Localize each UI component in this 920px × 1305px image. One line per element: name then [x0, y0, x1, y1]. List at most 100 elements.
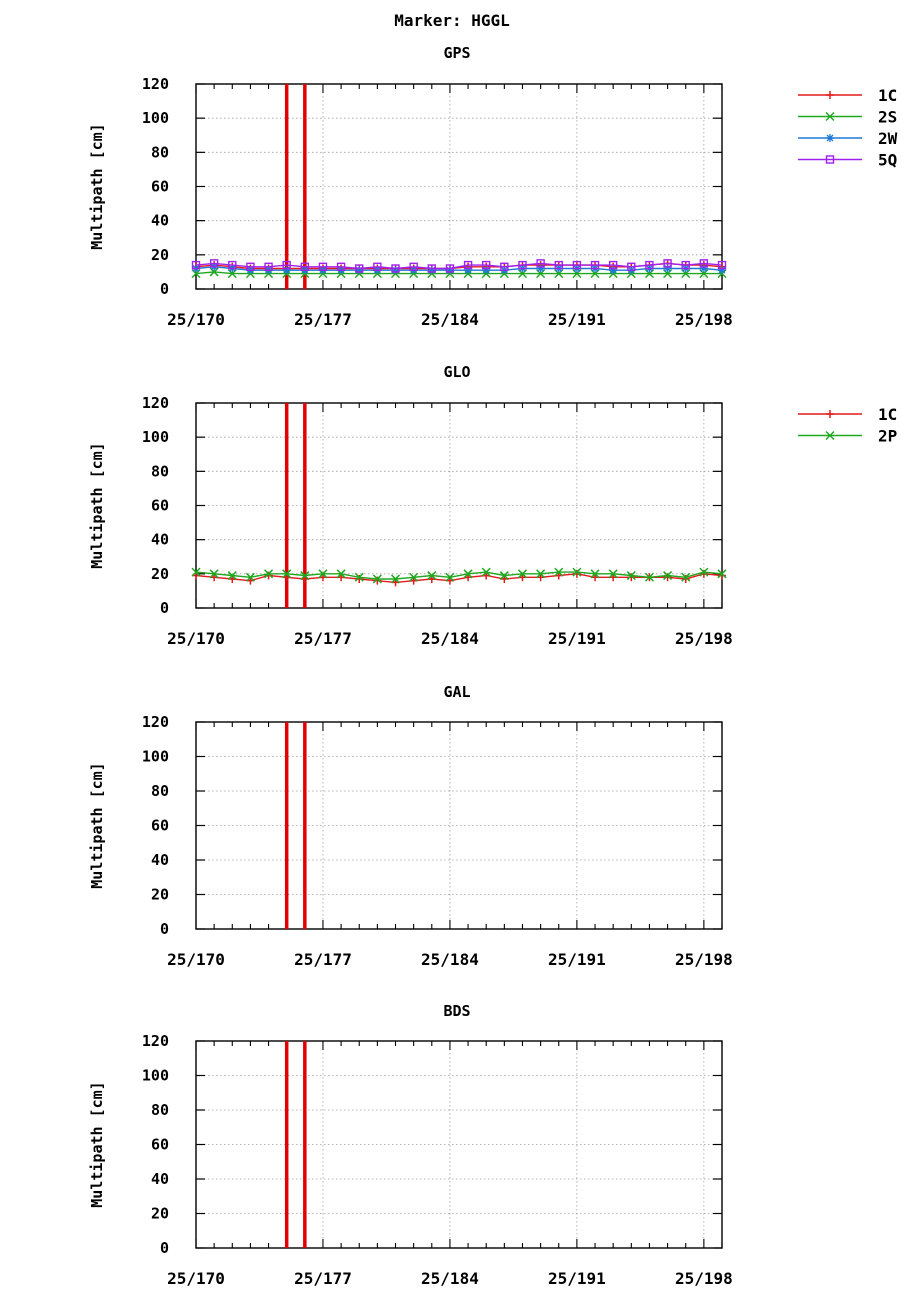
- data-point: [536, 264, 545, 273]
- data-point: [644, 572, 654, 582]
- data-point: [499, 571, 509, 581]
- data-point: [227, 571, 237, 581]
- y-axis-label: Multipath [cm]: [88, 123, 106, 249]
- y-axis-label: Multipath [cm]: [88, 1081, 106, 1207]
- legend-entry-5q: 5Q: [798, 151, 897, 170]
- data-point: [717, 569, 727, 579]
- y-tick-label: 40: [151, 1170, 169, 1188]
- data-point: [717, 260, 727, 270]
- panel-glo: GLO Multipath [cm] 0 20 40 60 80 100 120 25/170 25…: [88, 363, 897, 648]
- data-point: [536, 259, 545, 268]
- panel-title: BDS: [443, 1002, 470, 1020]
- y-tick-label: 120: [142, 1032, 169, 1050]
- data-point: [699, 569, 708, 578]
- y-tick-label: 60: [151, 817, 169, 835]
- x-tick-label: 25/177: [294, 310, 352, 329]
- data-point: [663, 571, 673, 581]
- data-point: [445, 264, 455, 273]
- data-point: [463, 569, 473, 579]
- data-point: [264, 262, 273, 271]
- x-tick-label: 25/198: [675, 310, 733, 329]
- x-tick-label: 25/184: [421, 629, 479, 648]
- data-point: [390, 574, 401, 584]
- y-tick-label: 80: [151, 782, 169, 800]
- y-tick-label: 100: [142, 109, 169, 127]
- data-point: [354, 572, 364, 582]
- x-tick-label: 25/177: [294, 629, 352, 648]
- series-2p: [191, 567, 727, 584]
- data-point: [482, 260, 491, 270]
- x-tick-label: 25/191: [548, 1269, 606, 1288]
- legend-marker: [826, 91, 834, 99]
- plot-frame: [195, 83, 723, 290]
- legend-entry-2p: 2P: [798, 427, 897, 446]
- x-tick-label: 25/198: [675, 629, 733, 648]
- data-point: [699, 567, 709, 577]
- y-tick-label: 20: [151, 246, 169, 264]
- y-tick-label: 40: [151, 212, 169, 230]
- legend-entry-1c: 1C: [798, 86, 897, 105]
- data-point: [391, 266, 400, 275]
- data-point: [427, 571, 437, 581]
- data-point: [663, 264, 672, 273]
- data-point: [336, 569, 346, 579]
- data-point: [663, 573, 672, 582]
- data-point: [681, 572, 691, 582]
- data-point: [645, 260, 654, 270]
- y-tick-label: 120: [142, 713, 169, 731]
- data-point: [445, 266, 454, 275]
- x-tick-label: 25/198: [675, 1269, 733, 1288]
- y-tick-label: 60: [151, 178, 169, 196]
- panel-title: GPS: [443, 44, 470, 62]
- y-tick-label: 80: [151, 462, 169, 480]
- data-point: [191, 567, 201, 577]
- data-point: [718, 266, 726, 275]
- data-point: [463, 260, 473, 270]
- y-tick-label: 120: [142, 75, 169, 93]
- y-tick-label: 100: [142, 748, 169, 766]
- data-point: [264, 571, 273, 580]
- data-point: [663, 259, 672, 268]
- data-point: [209, 569, 219, 579]
- panel-gal: GAL Multipath [cm] 0 20 40 60 80 100 120 25/170 25…: [88, 683, 733, 969]
- legend-marker: [825, 111, 835, 122]
- data-point: [336, 262, 346, 271]
- figure-title: Marker: HGGL: [394, 11, 510, 30]
- legend-label: 2P: [878, 427, 897, 446]
- x-tick-label: 25/170: [167, 1269, 225, 1288]
- y-axis-label: Multipath [cm]: [88, 442, 106, 568]
- legend-marker: [826, 410, 834, 418]
- legend-marker: [826, 134, 834, 142]
- legend-entry-1c: 1C: [798, 405, 897, 424]
- y-tick-label: 0: [160, 599, 169, 617]
- legend-label: 5Q: [878, 151, 897, 170]
- data-point: [282, 260, 291, 270]
- data-point: [318, 262, 328, 271]
- data-point: [627, 573, 636, 582]
- data-point: [427, 264, 436, 273]
- y-tick-label: 80: [151, 143, 169, 161]
- x-tick-label: 25/191: [548, 629, 606, 648]
- y-tick-label: 40: [151, 531, 169, 549]
- data-point: [590, 260, 600, 270]
- data-point: [282, 569, 292, 579]
- data-point: [627, 262, 636, 271]
- data-point: [699, 264, 708, 273]
- y-tick-label: 0: [160, 1239, 169, 1257]
- y-tick-label: 120: [142, 394, 169, 412]
- y-tick-label: 0: [160, 920, 169, 938]
- series-line: [195, 271, 722, 275]
- x-tick-label: 25/184: [421, 950, 479, 969]
- y-tick-label: 20: [151, 1205, 169, 1223]
- data-point: [572, 260, 582, 270]
- data-point: [608, 260, 618, 270]
- data-point: [590, 569, 600, 579]
- x-tick-label: 25/170: [167, 629, 225, 648]
- panel-bds: BDS Multipath [cm] 0 20 40 60 80 100 120 25/170 25…: [88, 1002, 733, 1288]
- data-point: [191, 260, 201, 270]
- y-tick-label: 20: [151, 565, 169, 583]
- data-point: [409, 262, 418, 271]
- y-tick-label: 80: [151, 1101, 169, 1119]
- data-point: [373, 576, 382, 585]
- data-point: [355, 266, 364, 275]
